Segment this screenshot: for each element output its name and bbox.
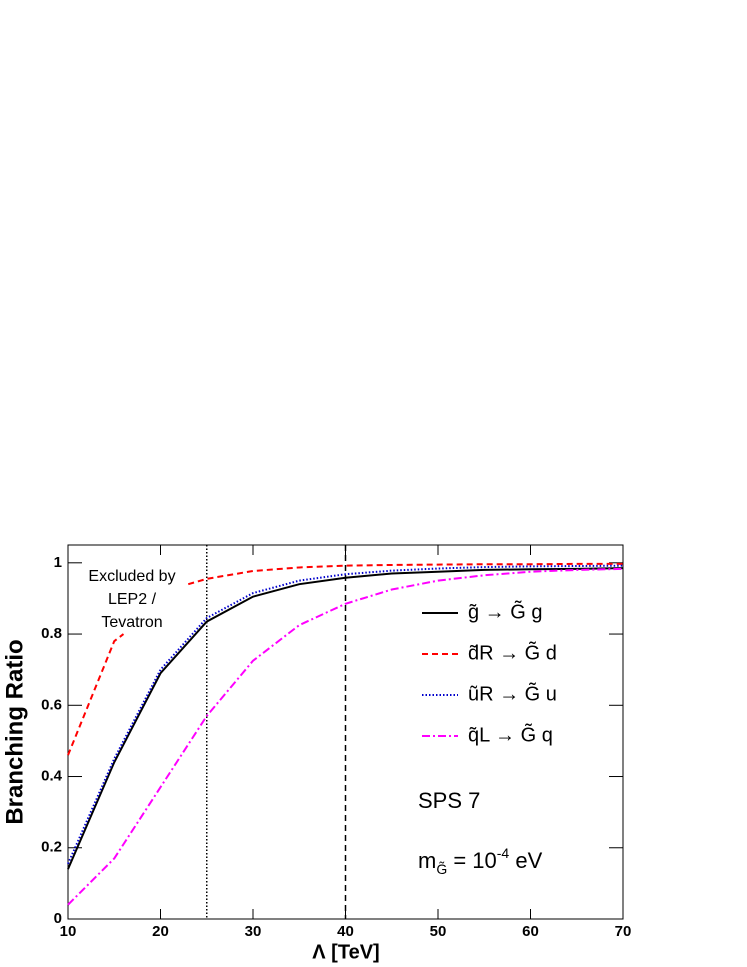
y-tick-label: 0.4 — [41, 767, 63, 784]
series-line — [67, 567, 624, 870]
annotation: Tevatron — [101, 614, 162, 631]
y-tick-label: 0.8 — [41, 625, 62, 642]
annotation-part: = 10 — [447, 848, 497, 873]
annotation: Excluded by — [88, 568, 175, 585]
annotation: mG̃ = 10-4 eV — [418, 845, 543, 877]
y-tick-label: 1 — [54, 554, 62, 571]
annotation: LEP2 / — [108, 591, 157, 608]
x-axis-title: Λ [TeV] — [312, 941, 379, 963]
annotation-part: G̃ — [436, 860, 447, 876]
series-line — [67, 562, 623, 756]
series-line — [67, 567, 624, 906]
x-tick-label: 20 — [152, 923, 169, 940]
annotation-part: m — [418, 848, 436, 873]
legend-label: g̃ → G̃ g — [468, 600, 542, 623]
x-tick-label: 30 — [245, 923, 262, 940]
annotation: SPS 7 — [418, 788, 480, 813]
x-tick-label: 40 — [337, 923, 354, 940]
series-line — [67, 564, 624, 865]
legend-label: d̃R → G̃ d — [468, 641, 557, 664]
y-tick-label: 0 — [54, 910, 62, 927]
annotation-part: -4 — [497, 845, 510, 861]
legend-label: ũR → G̃ u — [468, 682, 557, 705]
x-tick-label: 10 — [60, 923, 77, 940]
annotation-part: eV — [509, 848, 542, 873]
legend-label: q̃L → G̃ q — [468, 723, 553, 746]
y-tick-label: 0.2 — [41, 839, 62, 856]
y-axis-title: Branching Ratio — [1, 639, 28, 824]
x-tick-label: 50 — [430, 923, 447, 940]
x-tick-label: 60 — [522, 923, 539, 940]
x-tick-label: 70 — [615, 923, 632, 940]
y-tick-label: 0.6 — [41, 696, 62, 713]
